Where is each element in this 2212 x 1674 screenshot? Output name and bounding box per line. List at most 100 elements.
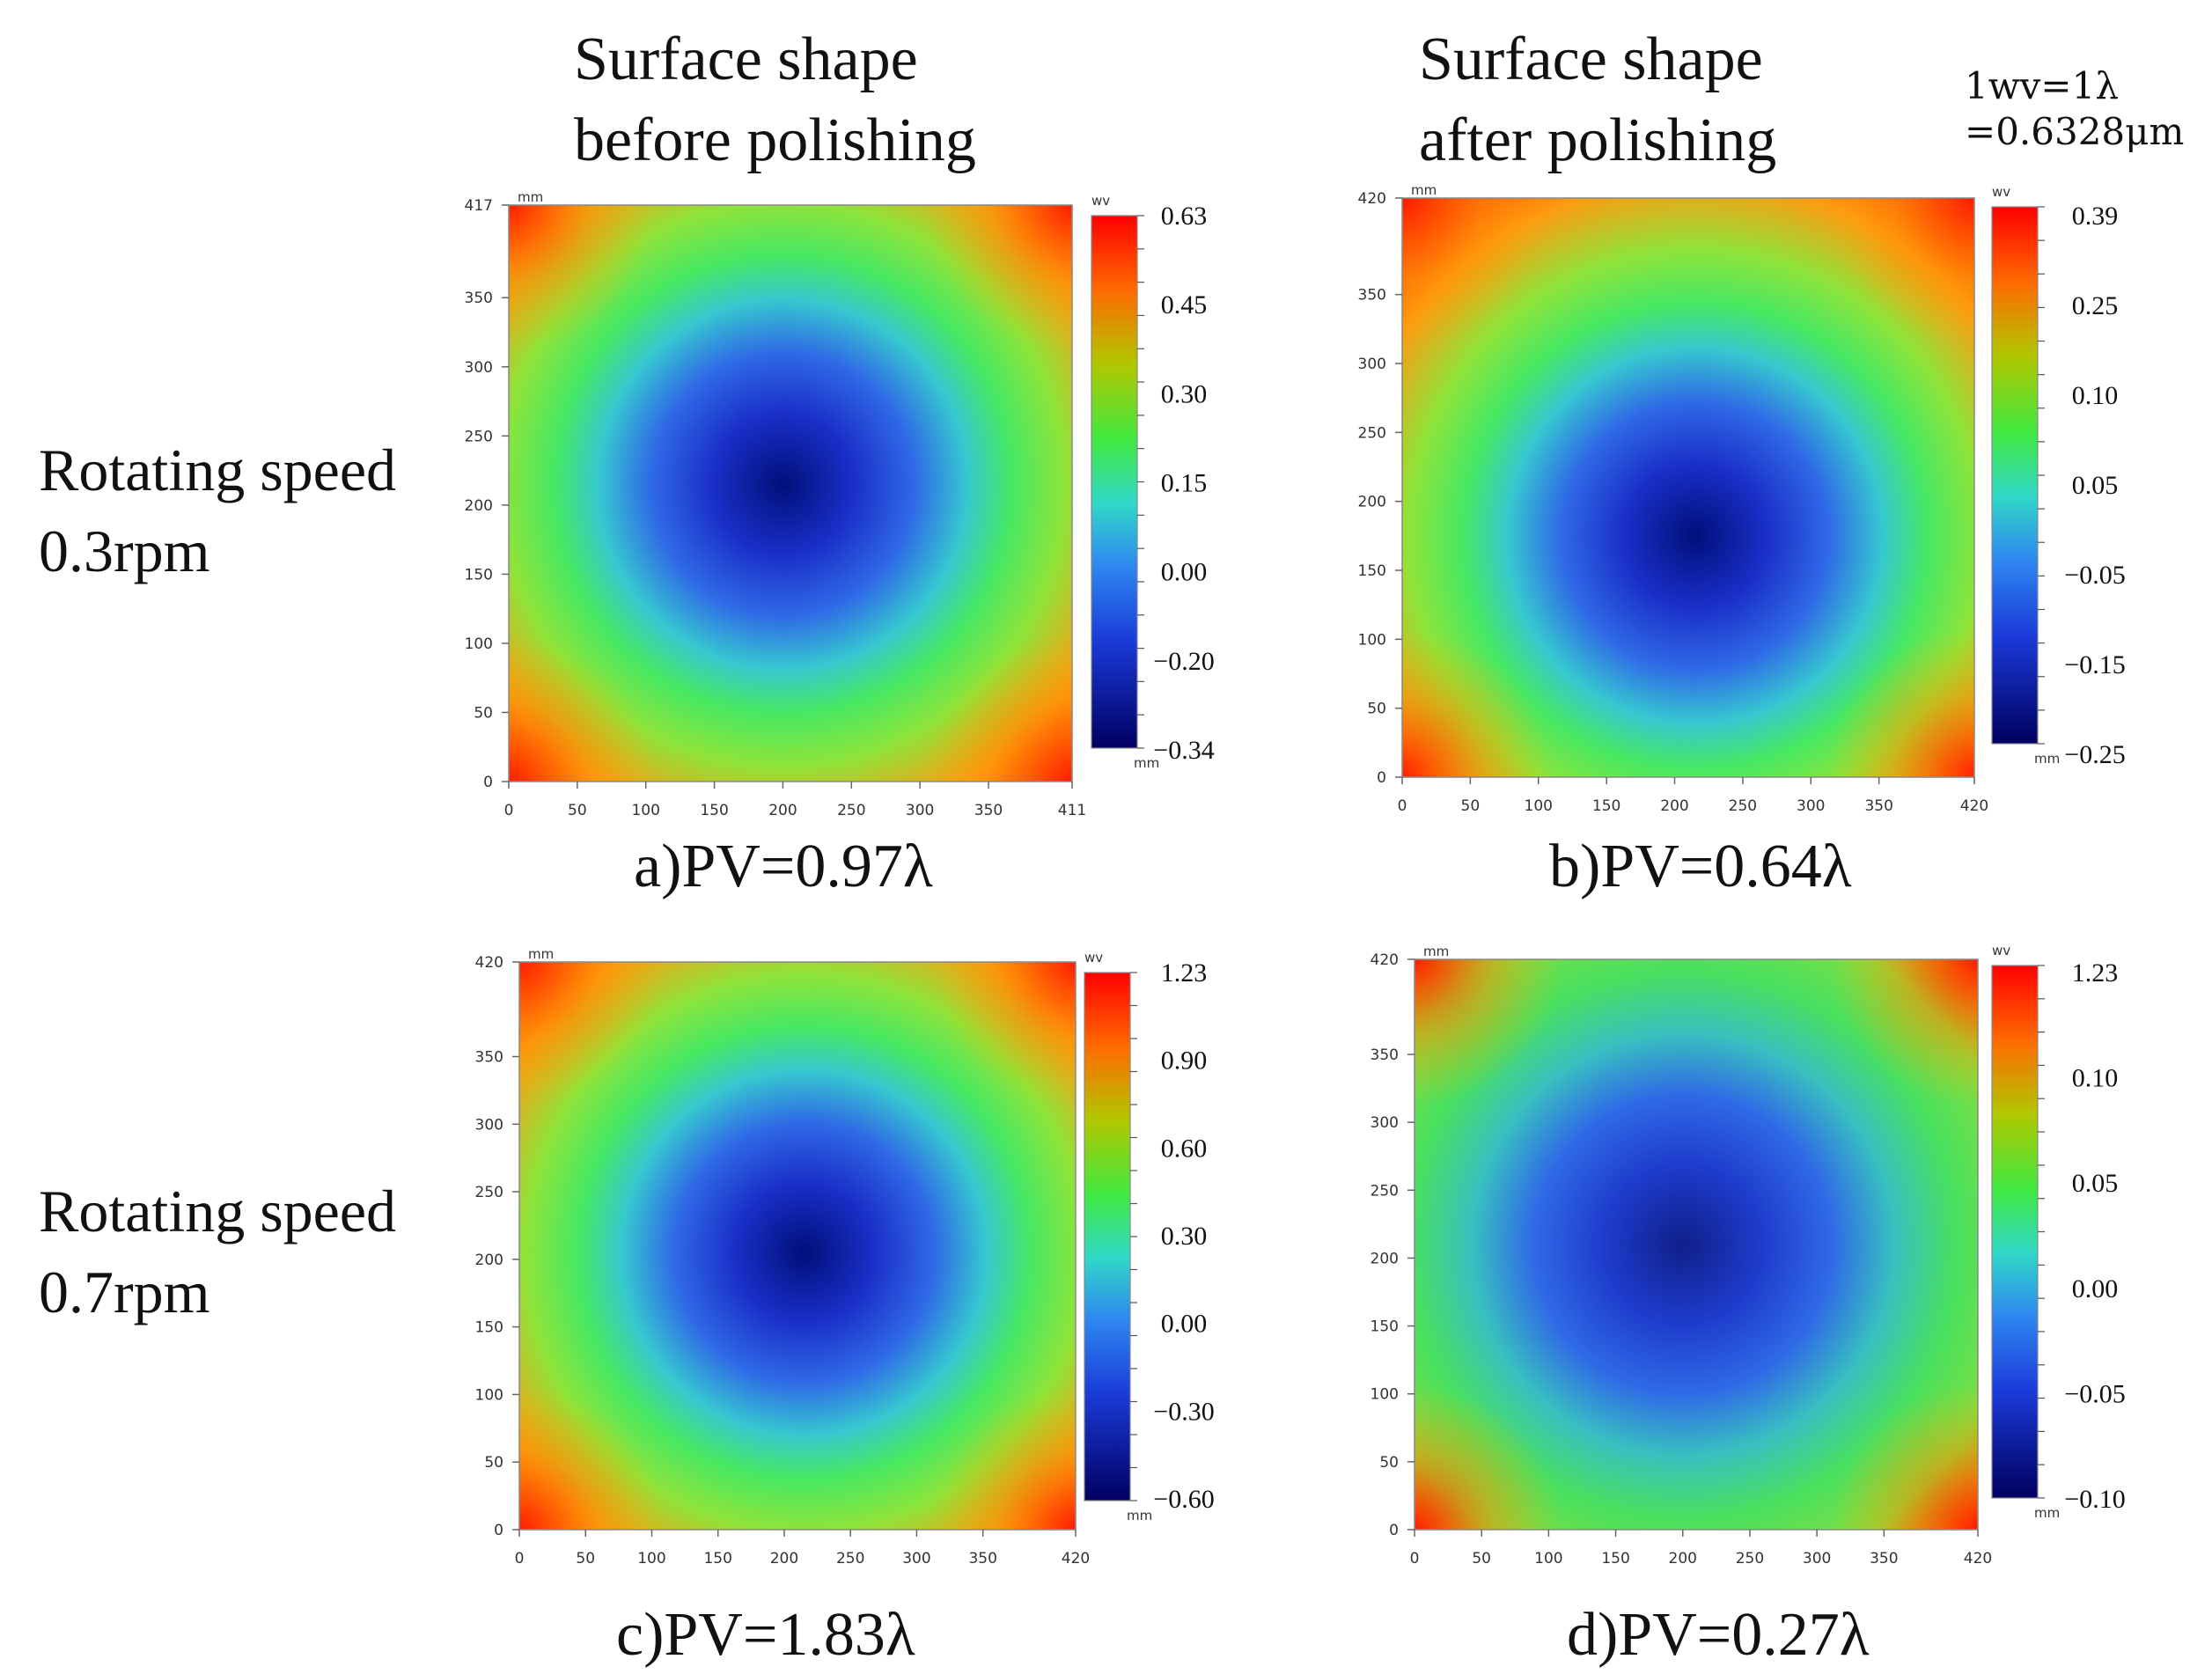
colorbar-tick-label: −0.25	[2064, 740, 2125, 769]
x-tick-label: 420	[1062, 1550, 1090, 1568]
y-unit-label: mm	[518, 189, 543, 205]
x-tick-label: 411	[1058, 802, 1086, 819]
x-tick-label: 250	[1729, 797, 1757, 815]
x-tick-label: 50	[1472, 1550, 1491, 1568]
unit-note-line1: 1wv=1λ	[1965, 64, 2119, 107]
x-tick-label: 0	[504, 802, 514, 819]
x-tick-label: 50	[568, 802, 587, 819]
header-after-line2: after polishing	[1419, 106, 1777, 174]
unit-note-line2: =0.6328μm	[1965, 110, 2185, 153]
x-tick-label: 250	[836, 1550, 864, 1568]
y-tick-label: 50	[1367, 701, 1386, 718]
colorbar-tick-label: −0.05	[2064, 561, 2125, 590]
x-tick-label: 100	[631, 802, 659, 819]
plot-frame	[508, 204, 1073, 782]
panel-c: 0 50 100 150 200 250 300 350 420 0 50 100 150 200 250 3…	[475, 946, 1215, 1568]
y-tick-label: 420	[1371, 951, 1399, 969]
colorbar-tick-label: 0.05	[2072, 471, 2119, 500]
colorbar-tick-label: 0.63	[1161, 202, 1208, 231]
x-tick-label: 150	[703, 1550, 731, 1568]
y-tick-label: 300	[1358, 356, 1386, 373]
x-unit-label: mm	[1127, 1508, 1152, 1523]
colorbar-tick-label: 0.05	[2072, 1169, 2119, 1198]
y-tick-label: 417	[465, 197, 493, 215]
y-tick-label: 0	[1377, 769, 1386, 787]
colorbar-tick-label: −0.60	[1153, 1485, 1214, 1514]
heatmap-a	[509, 205, 1072, 782]
x-tick-label: 200	[770, 1550, 798, 1568]
plot-frame	[1401, 197, 1975, 778]
y-tick-label: 250	[1358, 424, 1386, 442]
x-tick-label: 0	[515, 1550, 525, 1568]
x-tick-label: 250	[837, 802, 865, 819]
x-tick-label: 250	[1736, 1550, 1764, 1568]
y-tick-label: 250	[1371, 1182, 1399, 1200]
y-tick-label: 100	[1358, 631, 1386, 649]
colorbar-tick-label: 0.90	[1161, 1046, 1208, 1076]
y-tick-label: 300	[465, 359, 493, 377]
heatmap-corner-highlight	[1402, 198, 1974, 777]
x-tick-label: 420	[1960, 797, 1988, 815]
y-tick-label: 200	[1358, 494, 1386, 511]
colorbar	[1991, 206, 2039, 745]
colorbar-tick-label: 0.10	[2072, 381, 2119, 410]
row-label-2-line2: 0.7rpm	[39, 1259, 210, 1325]
x-tick-label: 300	[902, 1550, 930, 1568]
x-tick-label: 350	[968, 1550, 996, 1568]
row-label-2: Rotating speed 0.7rpm	[39, 1171, 396, 1333]
heatmap-c	[519, 962, 1076, 1530]
y-tick-label: 0	[483, 774, 493, 791]
x-tick-label: 350	[1864, 797, 1892, 815]
y-tick-label: 150	[1371, 1318, 1399, 1336]
x-tick-label: 420	[1964, 1550, 1992, 1568]
colorbar-tick-label: 0.39	[2072, 202, 2119, 231]
y-tick-label: 100	[1371, 1386, 1399, 1404]
colorbar-tick-label: 0.60	[1161, 1134, 1208, 1163]
x-unit-label: mm	[2034, 1505, 2060, 1521]
colorbar-unit-label: wv	[1992, 184, 2010, 200]
x-unit-label: mm	[1134, 755, 1159, 771]
heatmap-corner-highlight	[1415, 959, 1978, 1530]
x-tick-label: 300	[1797, 797, 1825, 815]
caption-c: c)PV=1.83λ	[616, 1601, 915, 1669]
row-label-2-line1: Rotating speed	[39, 1178, 397, 1244]
panel-d: 0 50 100 150 200 250 300 350 420 0 50 100 150 200 250 3…	[1371, 943, 2126, 1568]
colorbar-tick-label: −0.20	[1153, 647, 1214, 676]
heatmap-b	[1402, 198, 1974, 777]
x-tick-label: 350	[974, 802, 1003, 819]
colorbar	[1091, 215, 1138, 749]
x-tick-label: 100	[637, 1550, 665, 1568]
y-tick-label: 150	[475, 1319, 503, 1337]
y-tick-label: 0	[494, 1522, 503, 1539]
x-tick-label: 0	[1398, 797, 1407, 815]
y-tick-label: 350	[475, 1049, 503, 1067]
x-tick-label: 0	[1410, 1550, 1420, 1568]
y-unit-label: mm	[1411, 182, 1437, 198]
y-tick-label: 50	[1379, 1454, 1399, 1472]
x-tick-label: 100	[1525, 797, 1553, 815]
y-tick-label: 200	[1371, 1250, 1399, 1267]
colorbar-tick-label: 0.00	[1161, 558, 1208, 587]
x-tick-label: 150	[1592, 797, 1620, 815]
y-tick-label: 0	[1389, 1522, 1399, 1539]
colorbar-unit-label: wv	[1084, 950, 1103, 965]
x-tick-label: 350	[1870, 1550, 1898, 1568]
y-tick-label: 300	[475, 1116, 503, 1134]
y-tick-label: 200	[475, 1252, 503, 1269]
x-tick-label: 100	[1534, 1550, 1562, 1568]
colorbar-tick-label: −0.34	[1153, 736, 1214, 765]
x-unit-label: mm	[2034, 751, 2060, 767]
y-tick-label: 150	[1358, 562, 1386, 580]
heatmap-d	[1415, 959, 1978, 1530]
y-unit-label: mm	[1423, 943, 1449, 959]
x-tick-label: 150	[1601, 1550, 1629, 1568]
colorbar-tick-label: −0.05	[2064, 1379, 2125, 1408]
y-tick-label: 50	[484, 1454, 503, 1472]
colorbar-unit-label: wv	[1091, 193, 1110, 209]
y-tick-label: 350	[1371, 1046, 1399, 1064]
y-tick-label: 250	[475, 1184, 503, 1201]
y-tick-label: 100	[475, 1386, 503, 1404]
colorbar	[1991, 965, 2039, 1499]
colorbar-tick-label: 0.45	[1161, 290, 1208, 319]
